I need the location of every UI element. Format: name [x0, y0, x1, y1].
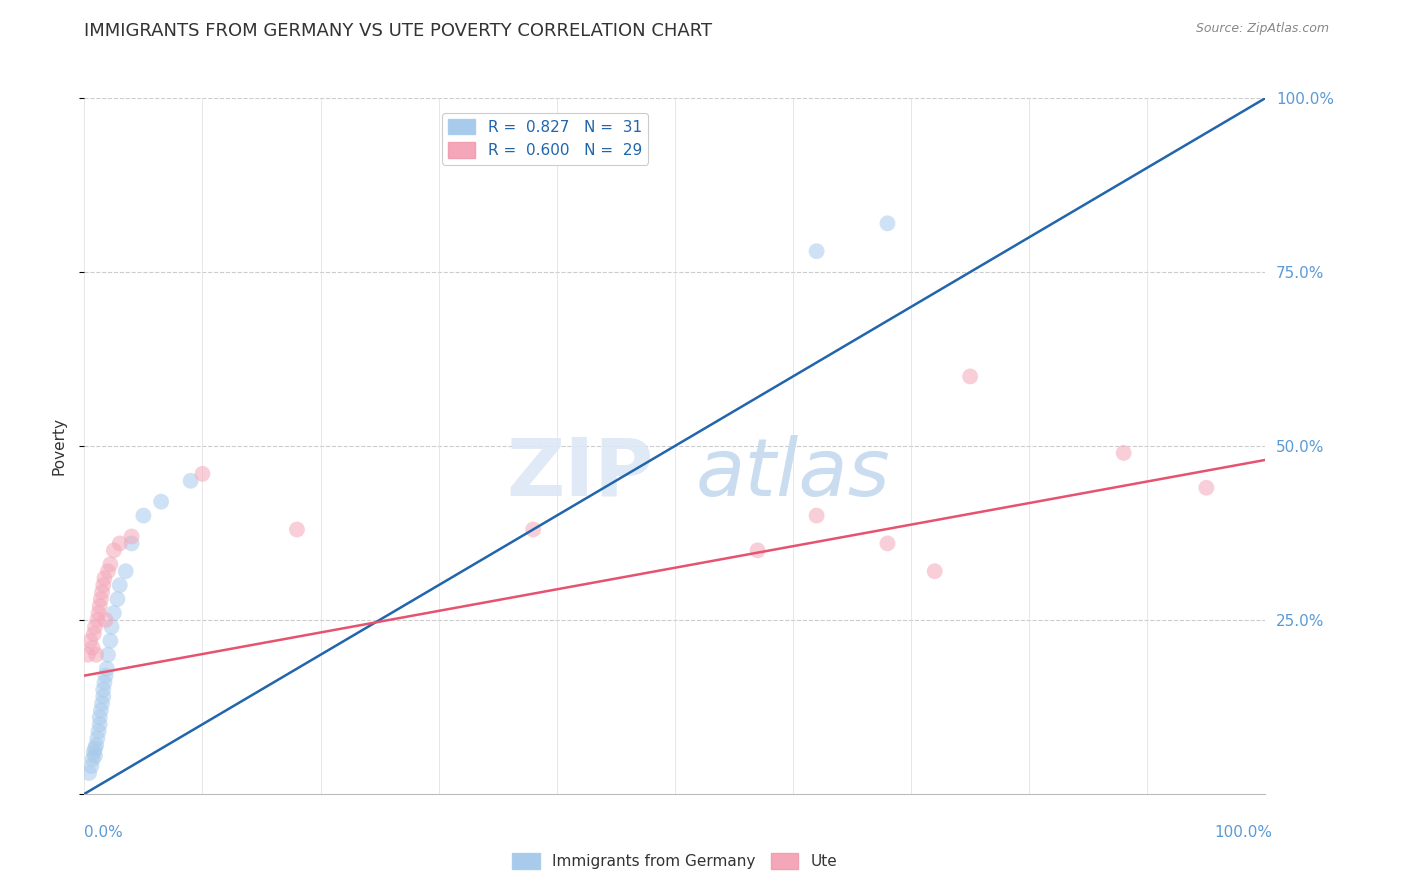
Point [82, 640, 104, 655]
Point [1195, 481, 1218, 495]
Point [86, 613, 108, 627]
Point [285, 523, 308, 537]
Point [79, 633, 101, 648]
Point [114, 564, 136, 578]
Point [89, 710, 111, 724]
Point [93, 571, 115, 585]
Point [1112, 446, 1135, 460]
Point [150, 494, 173, 508]
Point [100, 620, 122, 634]
Point [98, 558, 121, 572]
Point [103, 606, 125, 620]
Point [90, 703, 112, 717]
Legend: Immigrants from Germany, Ute: Immigrants from Germany, Ute [506, 847, 844, 875]
Point [80, 759, 103, 773]
Point [132, 508, 155, 523]
Point [97, 564, 120, 578]
Point [98, 633, 121, 648]
Point [84, 620, 107, 634]
Text: 100.0%: 100.0% [1215, 825, 1272, 840]
Point [84, 748, 107, 763]
Point [91, 690, 114, 704]
Text: ZIP: ZIP [506, 434, 654, 513]
Point [522, 523, 544, 537]
Point [94, 613, 117, 627]
Text: atlas: atlas [696, 434, 890, 513]
Point [107, 592, 129, 607]
Point [876, 216, 898, 230]
Point [93, 675, 115, 690]
Point [86, 731, 108, 746]
Point [180, 474, 202, 488]
Point [91, 682, 114, 697]
Text: 0.0%: 0.0% [84, 825, 124, 840]
Y-axis label: Poverty: Poverty [51, 417, 66, 475]
Point [84, 648, 107, 662]
Point [83, 745, 105, 759]
Point [77, 766, 100, 780]
Point [121, 529, 143, 543]
Point [876, 536, 898, 550]
Point [103, 543, 125, 558]
Point [806, 244, 828, 259]
Point [84, 738, 107, 752]
Point [97, 648, 120, 662]
Point [89, 717, 111, 731]
Point [959, 369, 981, 384]
Point [91, 578, 114, 592]
Point [108, 578, 131, 592]
Point [84, 741, 107, 756]
Point [747, 543, 769, 558]
Point [91, 697, 114, 711]
Text: Source: ZipAtlas.com: Source: ZipAtlas.com [1195, 22, 1329, 36]
Point [82, 752, 104, 766]
Point [77, 648, 100, 662]
Legend: R =  0.827   N =  31, R =  0.600   N =  29: R = 0.827 N = 31, R = 0.600 N = 29 [441, 112, 648, 164]
Point [108, 536, 131, 550]
Point [924, 564, 946, 578]
Point [90, 592, 112, 607]
Point [806, 508, 828, 523]
Point [89, 599, 111, 613]
Point [191, 467, 214, 481]
Point [91, 585, 114, 599]
Text: IMMIGRANTS FROM GERMANY VS UTE POVERTY CORRELATION CHART: IMMIGRANTS FROM GERMANY VS UTE POVERTY C… [84, 22, 713, 40]
Point [94, 668, 117, 682]
Point [121, 536, 143, 550]
Point [87, 724, 110, 739]
Point [96, 662, 118, 676]
Point [87, 606, 110, 620]
Point [83, 627, 105, 641]
